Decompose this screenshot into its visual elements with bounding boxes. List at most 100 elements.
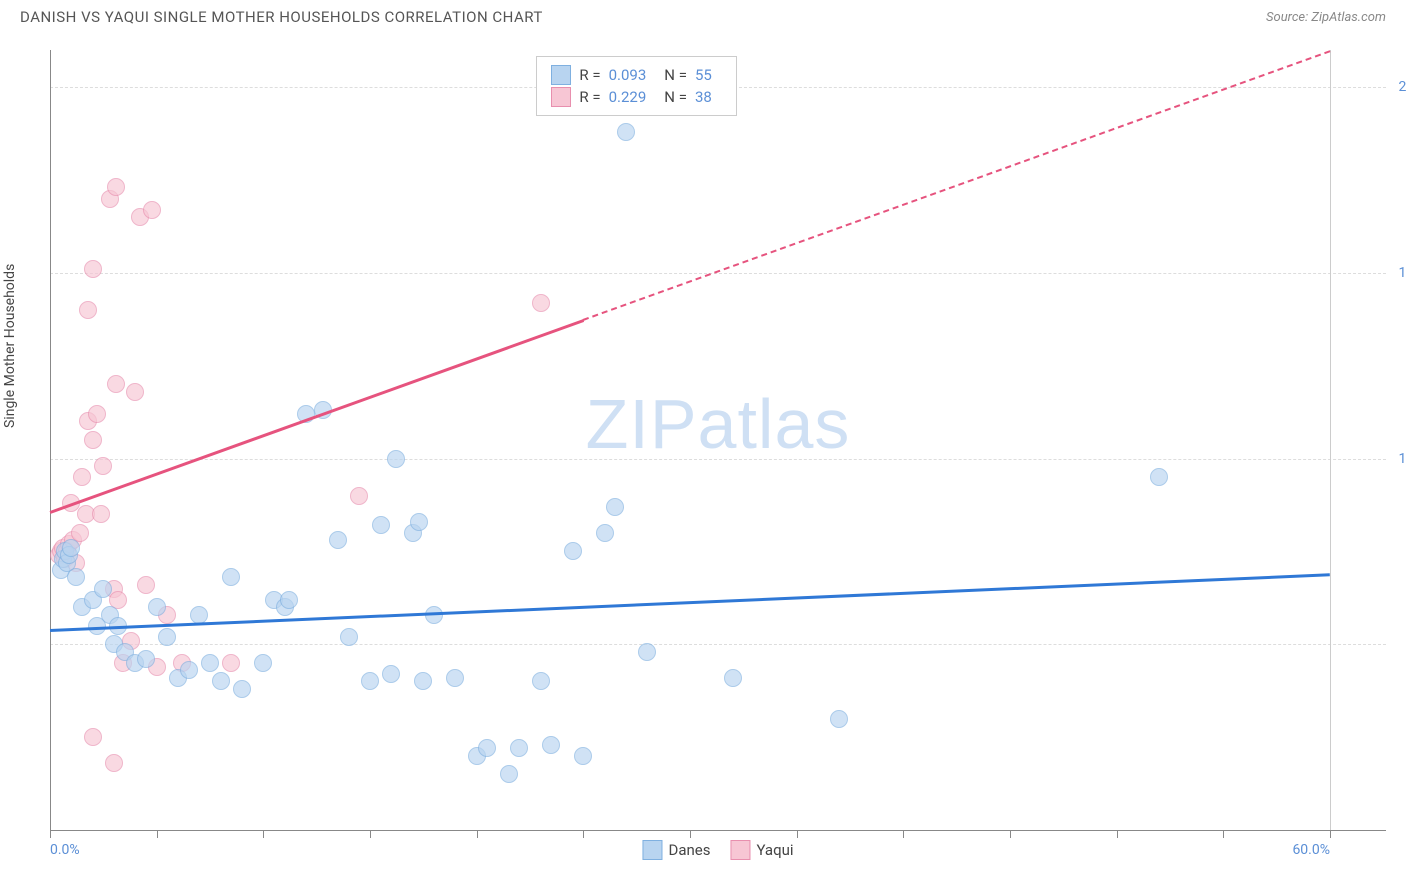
stat-n-label: N = — [664, 66, 687, 84]
legend-item-danes: Danes — [642, 840, 710, 860]
data-point-yaqui — [84, 728, 102, 746]
stat-r-label: R = — [579, 88, 600, 106]
data-point-danes — [724, 669, 742, 687]
watermark-light: atlas — [698, 385, 851, 463]
data-point-danes — [212, 672, 230, 690]
watermark-bold: ZIP — [586, 385, 698, 463]
stat-swatch — [551, 65, 571, 85]
data-point-yaqui — [222, 654, 240, 672]
x-tick-mark — [370, 830, 371, 838]
data-point-danes — [500, 765, 518, 783]
data-point-danes — [1150, 468, 1168, 486]
data-point-danes — [280, 591, 298, 609]
data-point-danes — [361, 672, 379, 690]
x-tick-mark — [477, 830, 478, 838]
data-point-danes — [574, 747, 592, 765]
data-point-danes — [638, 643, 656, 661]
legend: Danes Yaqui — [642, 840, 793, 860]
x-tick-mark — [157, 830, 158, 838]
y-tick-label: 15.0% — [1398, 265, 1406, 281]
x-tick-mark — [50, 830, 51, 838]
x-tick-mark — [583, 830, 584, 838]
data-point-danes — [158, 628, 176, 646]
data-point-yaqui — [94, 457, 112, 475]
data-point-danes — [329, 531, 347, 549]
data-point-danes — [446, 669, 464, 687]
data-point-danes — [190, 606, 208, 624]
stat-row: R = 0.093 N = 55 — [551, 65, 721, 85]
chart-header: DANISH VS YAQUI SINGLE MOTHER HOUSEHOLDS… — [0, 0, 1406, 30]
x-tick-mark — [903, 830, 904, 838]
legend-label: Danes — [668, 841, 710, 859]
stat-box: R = 0.093 N = 55 R = 0.229 N = 38 — [536, 56, 736, 116]
data-point-danes — [617, 123, 635, 141]
y-tick-label: 20.0% — [1398, 79, 1406, 95]
data-point-danes — [414, 672, 432, 690]
stat-swatch — [551, 87, 571, 107]
y-axis-label: Single Mother Households — [2, 264, 18, 428]
data-point-yaqui — [79, 301, 97, 319]
stat-n-label: N = — [664, 88, 687, 106]
data-point-danes — [596, 524, 614, 542]
x-tick-mark — [1010, 830, 1011, 838]
trend-line — [50, 319, 584, 513]
data-point-yaqui — [92, 505, 110, 523]
data-point-danes — [372, 516, 390, 534]
stat-r-label: R = — [579, 66, 600, 84]
data-point-yaqui — [105, 754, 123, 772]
x-tick-mark — [1223, 830, 1224, 838]
data-point-danes — [606, 498, 624, 516]
stat-r-value: 0.093 — [609, 66, 647, 84]
x-tick-mark — [1330, 830, 1331, 838]
stat-n-value: 38 — [695, 88, 712, 106]
x-tick-mark — [1117, 830, 1118, 838]
x-tick-mark — [263, 830, 264, 838]
data-point-danes — [564, 542, 582, 560]
data-point-yaqui — [143, 201, 161, 219]
data-point-danes — [148, 598, 166, 616]
stat-r-value: 0.229 — [609, 88, 647, 106]
legend-swatch — [730, 840, 750, 860]
stat-n-value: 55 — [695, 66, 712, 84]
data-point-danes — [387, 450, 405, 468]
data-point-danes — [180, 661, 198, 679]
legend-swatch — [642, 840, 662, 860]
data-point-danes — [137, 650, 155, 668]
data-point-yaqui — [532, 294, 550, 312]
gridline — [50, 273, 1386, 274]
data-point-danes — [340, 628, 358, 646]
plot-region: ZIPatlas 5.0%10.0%15.0%20.0%0.0%60.0%R =… — [50, 50, 1386, 830]
watermark: ZIPatlas — [586, 384, 851, 464]
stat-row: R = 0.229 N = 38 — [551, 87, 721, 107]
chart-area: ZIPatlas 5.0%10.0%15.0%20.0%0.0%60.0%R =… — [50, 50, 1386, 830]
data-point-danes — [382, 665, 400, 683]
data-point-danes — [478, 739, 496, 757]
x-tick-mark — [690, 830, 691, 838]
legend-label: Yaqui — [756, 841, 793, 859]
legend-item-yaqui: Yaqui — [730, 840, 793, 860]
x-tick-mark — [797, 830, 798, 838]
y-axis-line-right — [1330, 50, 1331, 830]
data-point-danes — [62, 539, 80, 557]
data-point-danes — [222, 568, 240, 586]
gridline — [50, 459, 1386, 460]
y-tick-label: 10.0% — [1398, 451, 1406, 467]
data-point-yaqui — [84, 431, 102, 449]
data-point-danes — [201, 654, 219, 672]
data-point-danes — [94, 580, 112, 598]
chart-title: DANISH VS YAQUI SINGLE MOTHER HOUSEHOLDS… — [20, 8, 543, 26]
gridline — [50, 644, 1386, 645]
data-point-danes — [830, 710, 848, 728]
x-tick-label-left: 0.0% — [50, 842, 80, 858]
data-point-danes — [510, 739, 528, 757]
data-point-danes — [67, 568, 85, 586]
data-point-yaqui — [107, 375, 125, 393]
x-axis-line — [50, 830, 1386, 831]
x-tick-label-right: 60.0% — [1292, 842, 1330, 858]
data-point-danes — [254, 654, 272, 672]
data-point-yaqui — [137, 576, 155, 594]
data-point-yaqui — [73, 468, 91, 486]
data-point-yaqui — [107, 178, 125, 196]
data-point-danes — [410, 513, 428, 531]
data-point-yaqui — [126, 383, 144, 401]
